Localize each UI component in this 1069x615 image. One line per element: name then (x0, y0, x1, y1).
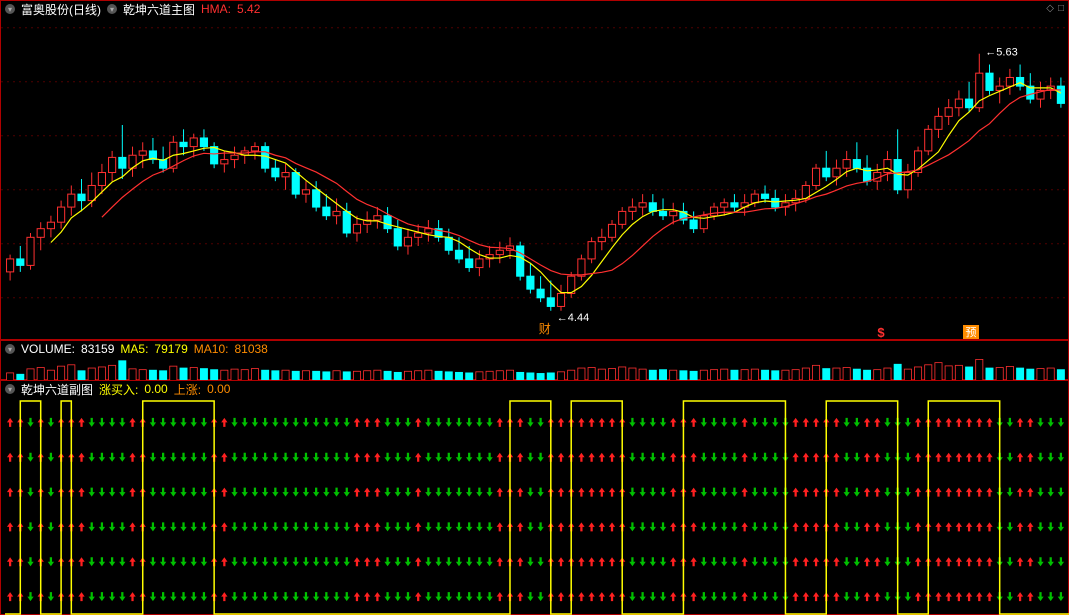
main-chart-svg: ←4.44 财 ←5.63 $ 预 (1, 17, 1069, 341)
hma-value: 5.42 (237, 2, 260, 16)
main-indicator-title: 乾坤六道主图 (123, 1, 195, 18)
svg-text:预: 预 (966, 326, 977, 339)
hma-label: HMA: (201, 2, 231, 16)
stock-title: 富奥股份(日线) (21, 1, 101, 18)
volume-value: 83159 (81, 342, 114, 356)
up-value: 0.00 (207, 382, 230, 396)
sub-indicator-title: 乾坤六道副图 (21, 381, 93, 398)
square-icon[interactable]: □ (1058, 3, 1064, 14)
diamond-icon[interactable]: ◇ (1046, 3, 1054, 14)
main-price-panel[interactable]: ▾ 富奥股份(日线) ▾ 乾坤六道主图 HMA: 5.42 ◇ □ ←4.44 财… (0, 0, 1069, 340)
ma10-value: 81038 (234, 342, 267, 356)
volume-chart-svg (1, 357, 1069, 381)
volume-label: VOLUME: (21, 342, 75, 356)
svg-text:←4.44: ←4.44 (557, 312, 589, 324)
ma5-value: 79179 (154, 342, 187, 356)
svg-text:财: 财 (539, 322, 551, 336)
collapse-sub-icon[interactable]: ▾ (5, 384, 15, 394)
collapse-volume-icon[interactable]: ▾ (5, 344, 15, 354)
collapse-indicator-icon[interactable]: ▾ (107, 4, 117, 14)
up-label: 上涨: (174, 381, 201, 398)
svg-text:←5.63: ←5.63 (985, 47, 1017, 59)
indicator-panel[interactable]: ▾ 乾坤六道副图 涨买入: 0.00 上涨: 0.00 (0, 380, 1069, 615)
ma10-label: MA10: (194, 342, 229, 356)
svg-text:$: $ (877, 325, 885, 340)
buy-value: 0.00 (144, 382, 167, 396)
buy-label: 涨买入: (99, 381, 138, 398)
indicator-chart-svg (1, 397, 1069, 615)
collapse-main-icon[interactable]: ▾ (5, 4, 15, 14)
volume-panel[interactable]: ▾ VOLUME: 83159 MA5: 79179 MA10: 81038 (0, 340, 1069, 380)
ma5-label: MA5: (120, 342, 148, 356)
